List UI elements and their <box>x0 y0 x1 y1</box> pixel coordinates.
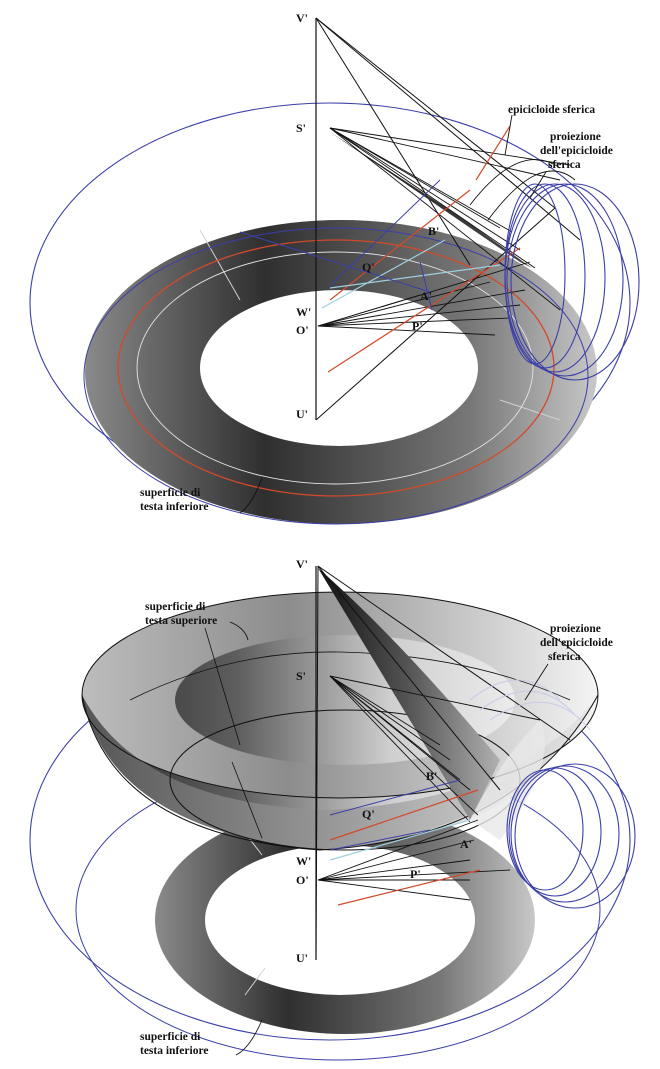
leader-lower-head-top <box>239 477 263 514</box>
cone-light-part <box>470 720 545 840</box>
callout-lower-head-top-1: superficie di <box>140 487 201 499</box>
label-v-top: V' <box>296 11 308 25</box>
label-w-bottom: W' <box>296 854 311 868</box>
red-pitch-circle <box>117 239 555 497</box>
label-o-bottom: O' <box>296 873 309 887</box>
label-s-top: S' <box>296 121 306 135</box>
label-a-bottom: A' <box>460 837 472 851</box>
label-b-top: B' <box>428 224 439 238</box>
epicycloid-curves-top <box>469 159 576 221</box>
pale-projection-curves <box>469 679 591 731</box>
top-panel: V' S' B' Q' A' W' O' P' U' epicicloide s… <box>29 11 640 525</box>
callout-lower-head-bottom-1: superficie di <box>140 1031 201 1043</box>
label-s-bottom: S' <box>296 669 306 683</box>
surface-inner-line <box>136 251 534 485</box>
fan-lines-s-bottom <box>329 675 541 823</box>
lower-head-surface-bottom <box>155 806 535 1034</box>
callout-projection-top-1: proiezione <box>550 131 601 143</box>
projection-ellipses-bottom <box>506 763 636 909</box>
blue-lines-bottom <box>329 779 461 851</box>
callout-lower-head-top-2: testa inferiore <box>140 501 208 513</box>
leader-upper-head <box>229 621 249 641</box>
bottom-panel: V' S' B' Q' A' W' O' P' U' superficie di… <box>29 557 636 1061</box>
callout-projection-bottom-1: proiezione <box>550 623 601 635</box>
label-q-bottom: Q' <box>362 807 375 821</box>
label-v-bottom: V' <box>296 557 308 571</box>
lower-head-surface <box>85 220 597 524</box>
callout-projection-bottom-3: sferica <box>548 651 581 663</box>
fan-lines-o <box>317 261 531 336</box>
projection-ellipses-top <box>504 183 640 381</box>
surface-seam <box>199 229 241 301</box>
callout-upper-head-2: testa superiore <box>145 615 217 627</box>
callout-lower-head-bottom-2: testa inferiore <box>140 1045 208 1057</box>
leader-lower-head-bottom <box>235 1019 263 1056</box>
label-w-top: W' <box>296 305 311 319</box>
fan-lines-s <box>329 127 571 311</box>
red-lines-top <box>327 125 521 373</box>
label-u-top: U' <box>296 407 308 421</box>
lightblue-lines-top <box>321 239 501 309</box>
label-b-bottom: B' <box>426 769 437 783</box>
blue-base-circle <box>83 227 589 525</box>
surface-seam <box>499 399 561 421</box>
cone-lines-v-bottom <box>315 565 571 961</box>
callout-projection-top-2: dell'epicicloide <box>540 145 613 157</box>
callout-projection-bottom-2: dell'epicicloide <box>540 637 613 649</box>
callout-epicycloid-top: epicicloide sferica <box>508 104 595 116</box>
fan-surface <box>330 132 532 268</box>
red-lines-bottom <box>329 789 481 906</box>
leader-projection-bottom <box>524 663 549 701</box>
label-a-top: A' <box>420 289 432 303</box>
label-o-top: O' <box>296 323 309 337</box>
leader-epicycloid-top <box>504 114 513 156</box>
label-p-bottom: P' <box>410 867 421 881</box>
lightblue-lines-bottom <box>329 819 471 861</box>
surface-seam <box>244 967 266 996</box>
label-u-bottom: U' <box>296 951 308 965</box>
fan-lines-o-bottom <box>317 819 511 901</box>
blue-lines-top <box>239 179 441 311</box>
bowl-mid-curve <box>129 651 571 701</box>
leader-projection-top <box>529 171 547 199</box>
label-p-top: P' <box>412 319 423 333</box>
bowl-seam <box>231 761 263 839</box>
cone-surface <box>318 568 500 820</box>
bowl-seam <box>204 627 241 746</box>
label-q-top: Q' <box>362 260 375 274</box>
callout-projection-top-3: sferica <box>548 159 581 171</box>
callout-upper-head-1: superficie di <box>145 601 206 613</box>
